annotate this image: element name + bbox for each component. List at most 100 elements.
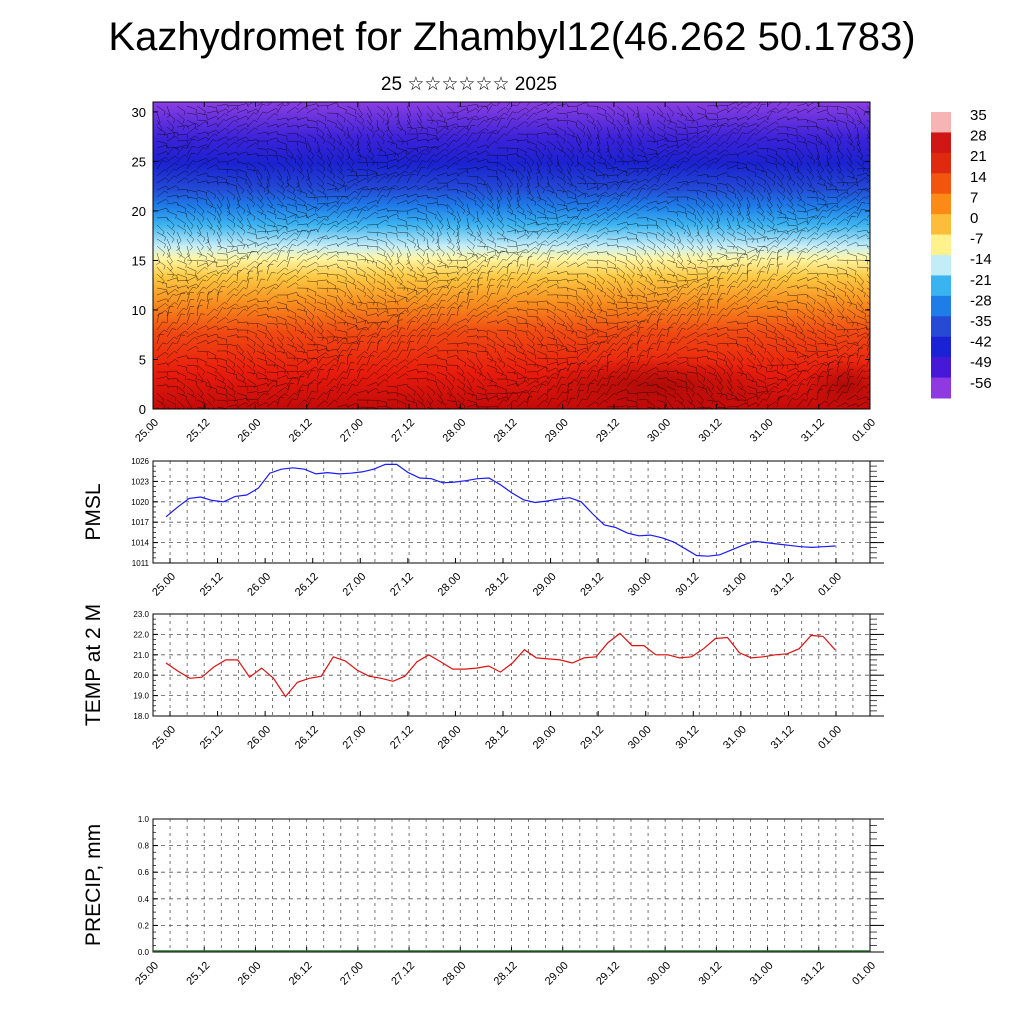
wind-barb bbox=[256, 121, 266, 128]
wind-barb bbox=[436, 224, 442, 235]
wind-barb-flag bbox=[646, 225, 649, 230]
wind-barb-flag bbox=[672, 153, 677, 156]
wind-barb-flag bbox=[546, 108, 549, 113]
wind-barb bbox=[406, 160, 413, 170]
wind-barb bbox=[616, 112, 626, 119]
wind-barb bbox=[526, 112, 535, 121]
wind-barb bbox=[276, 161, 286, 168]
wind-barb-flag bbox=[743, 105, 748, 108]
wind-barb-flag bbox=[554, 208, 557, 213]
wind-barb-flag bbox=[568, 170, 572, 174]
wind-barb bbox=[856, 161, 865, 169]
wind-barb-flag bbox=[846, 114, 848, 119]
wind-barb-flag bbox=[810, 155, 814, 160]
wind-barb-flag bbox=[485, 150, 489, 154]
wind-barb-flag bbox=[675, 123, 677, 128]
wind-barb bbox=[776, 189, 785, 197]
wind-barb bbox=[636, 126, 645, 135]
wind-barb-flag bbox=[464, 133, 468, 137]
wind-barb bbox=[486, 175, 498, 178]
wind-barb bbox=[446, 126, 455, 135]
wind-barb bbox=[676, 112, 687, 117]
wind-barb bbox=[176, 210, 187, 214]
wind-barb-flag bbox=[382, 195, 387, 197]
wind-barb bbox=[346, 206, 357, 212]
wind-barb-flag bbox=[482, 196, 485, 201]
wind-barb bbox=[466, 238, 475, 246]
wind-barb-flag bbox=[236, 158, 239, 162]
wind-barb bbox=[766, 175, 776, 183]
wind-barb bbox=[456, 203, 465, 211]
wind-barb-flag bbox=[877, 233, 878, 237]
wind-barb bbox=[756, 196, 761, 207]
wind-barb bbox=[526, 217, 537, 222]
wind-barb-flag bbox=[535, 185, 540, 188]
wind-barb bbox=[846, 191, 856, 198]
wind-barb bbox=[356, 133, 360, 144]
wind-barb-flag bbox=[576, 110, 579, 115]
wind-barb bbox=[366, 211, 376, 219]
wind-barb-flag bbox=[503, 133, 508, 136]
wind-barb bbox=[606, 204, 616, 212]
wind-barb bbox=[516, 168, 524, 177]
wind-barb bbox=[526, 189, 534, 198]
wind-barb bbox=[556, 154, 560, 165]
wind-barb-flag bbox=[736, 122, 739, 127]
wind-barb-flag bbox=[735, 194, 737, 199]
wind-barb bbox=[496, 175, 503, 185]
wind-barb-flag bbox=[452, 245, 455, 250]
wind-barb bbox=[206, 115, 217, 121]
wind-barb-flag bbox=[655, 164, 659, 168]
wind-barb bbox=[576, 222, 582, 233]
wind-barb-flag bbox=[444, 148, 449, 152]
wind-barb bbox=[626, 140, 635, 149]
wind-barb-flag bbox=[843, 196, 848, 199]
wind-barb bbox=[316, 126, 325, 135]
wind-barb-flag bbox=[514, 127, 518, 130]
wind-barb bbox=[806, 226, 816, 233]
wind-barb bbox=[726, 203, 733, 213]
wind-barb bbox=[176, 170, 186, 177]
wind-barb bbox=[356, 112, 365, 121]
wind-barb-flag bbox=[693, 210, 696, 214]
wind-barb-flag bbox=[839, 135, 843, 139]
wind-barb bbox=[286, 161, 295, 169]
wind-barb-flag bbox=[595, 213, 599, 217]
wind-barb bbox=[206, 175, 217, 178]
wind-barb-flag bbox=[715, 227, 720, 230]
wind-barb-flag bbox=[274, 113, 278, 116]
wind-barb-flag bbox=[415, 248, 420, 251]
wind-barb bbox=[396, 174, 403, 184]
wind-barb-flag bbox=[354, 225, 359, 229]
wind-barb bbox=[606, 217, 615, 226]
wind-barb-flag bbox=[566, 103, 569, 108]
wind-barb-flag bbox=[795, 145, 797, 150]
wind-barb bbox=[856, 177, 866, 184]
wind-barb bbox=[866, 213, 870, 219]
wind-barb-flag bbox=[391, 141, 394, 146]
wind-barb-flag bbox=[253, 216, 256, 221]
wind-barb bbox=[646, 105, 655, 113]
wind-barb bbox=[376, 215, 387, 219]
wind-barb bbox=[376, 140, 383, 150]
wind-barb bbox=[686, 146, 693, 156]
wind-barb bbox=[856, 188, 867, 191]
wind-barb bbox=[546, 231, 555, 240]
wind-barb-flag bbox=[795, 215, 797, 220]
wind-barb-flag bbox=[333, 175, 336, 179]
wind-barb bbox=[746, 102, 753, 107]
wind-barb bbox=[436, 105, 444, 115]
wind-barb-flag bbox=[815, 107, 819, 111]
wind-barb bbox=[326, 220, 337, 226]
wind-barb bbox=[586, 154, 596, 161]
wind-barb-flag bbox=[324, 203, 328, 207]
wind-barb bbox=[756, 217, 764, 226]
wind-barb bbox=[286, 214, 297, 219]
wind-barb-flag bbox=[499, 191, 503, 195]
wind-barb bbox=[866, 168, 870, 170]
wind-barb-flag bbox=[506, 155, 508, 160]
wind-barb-flag bbox=[645, 184, 649, 187]
wind-barb bbox=[736, 132, 743, 142]
wind-barb bbox=[746, 133, 754, 142]
wind-barb-flag bbox=[524, 99, 528, 101]
